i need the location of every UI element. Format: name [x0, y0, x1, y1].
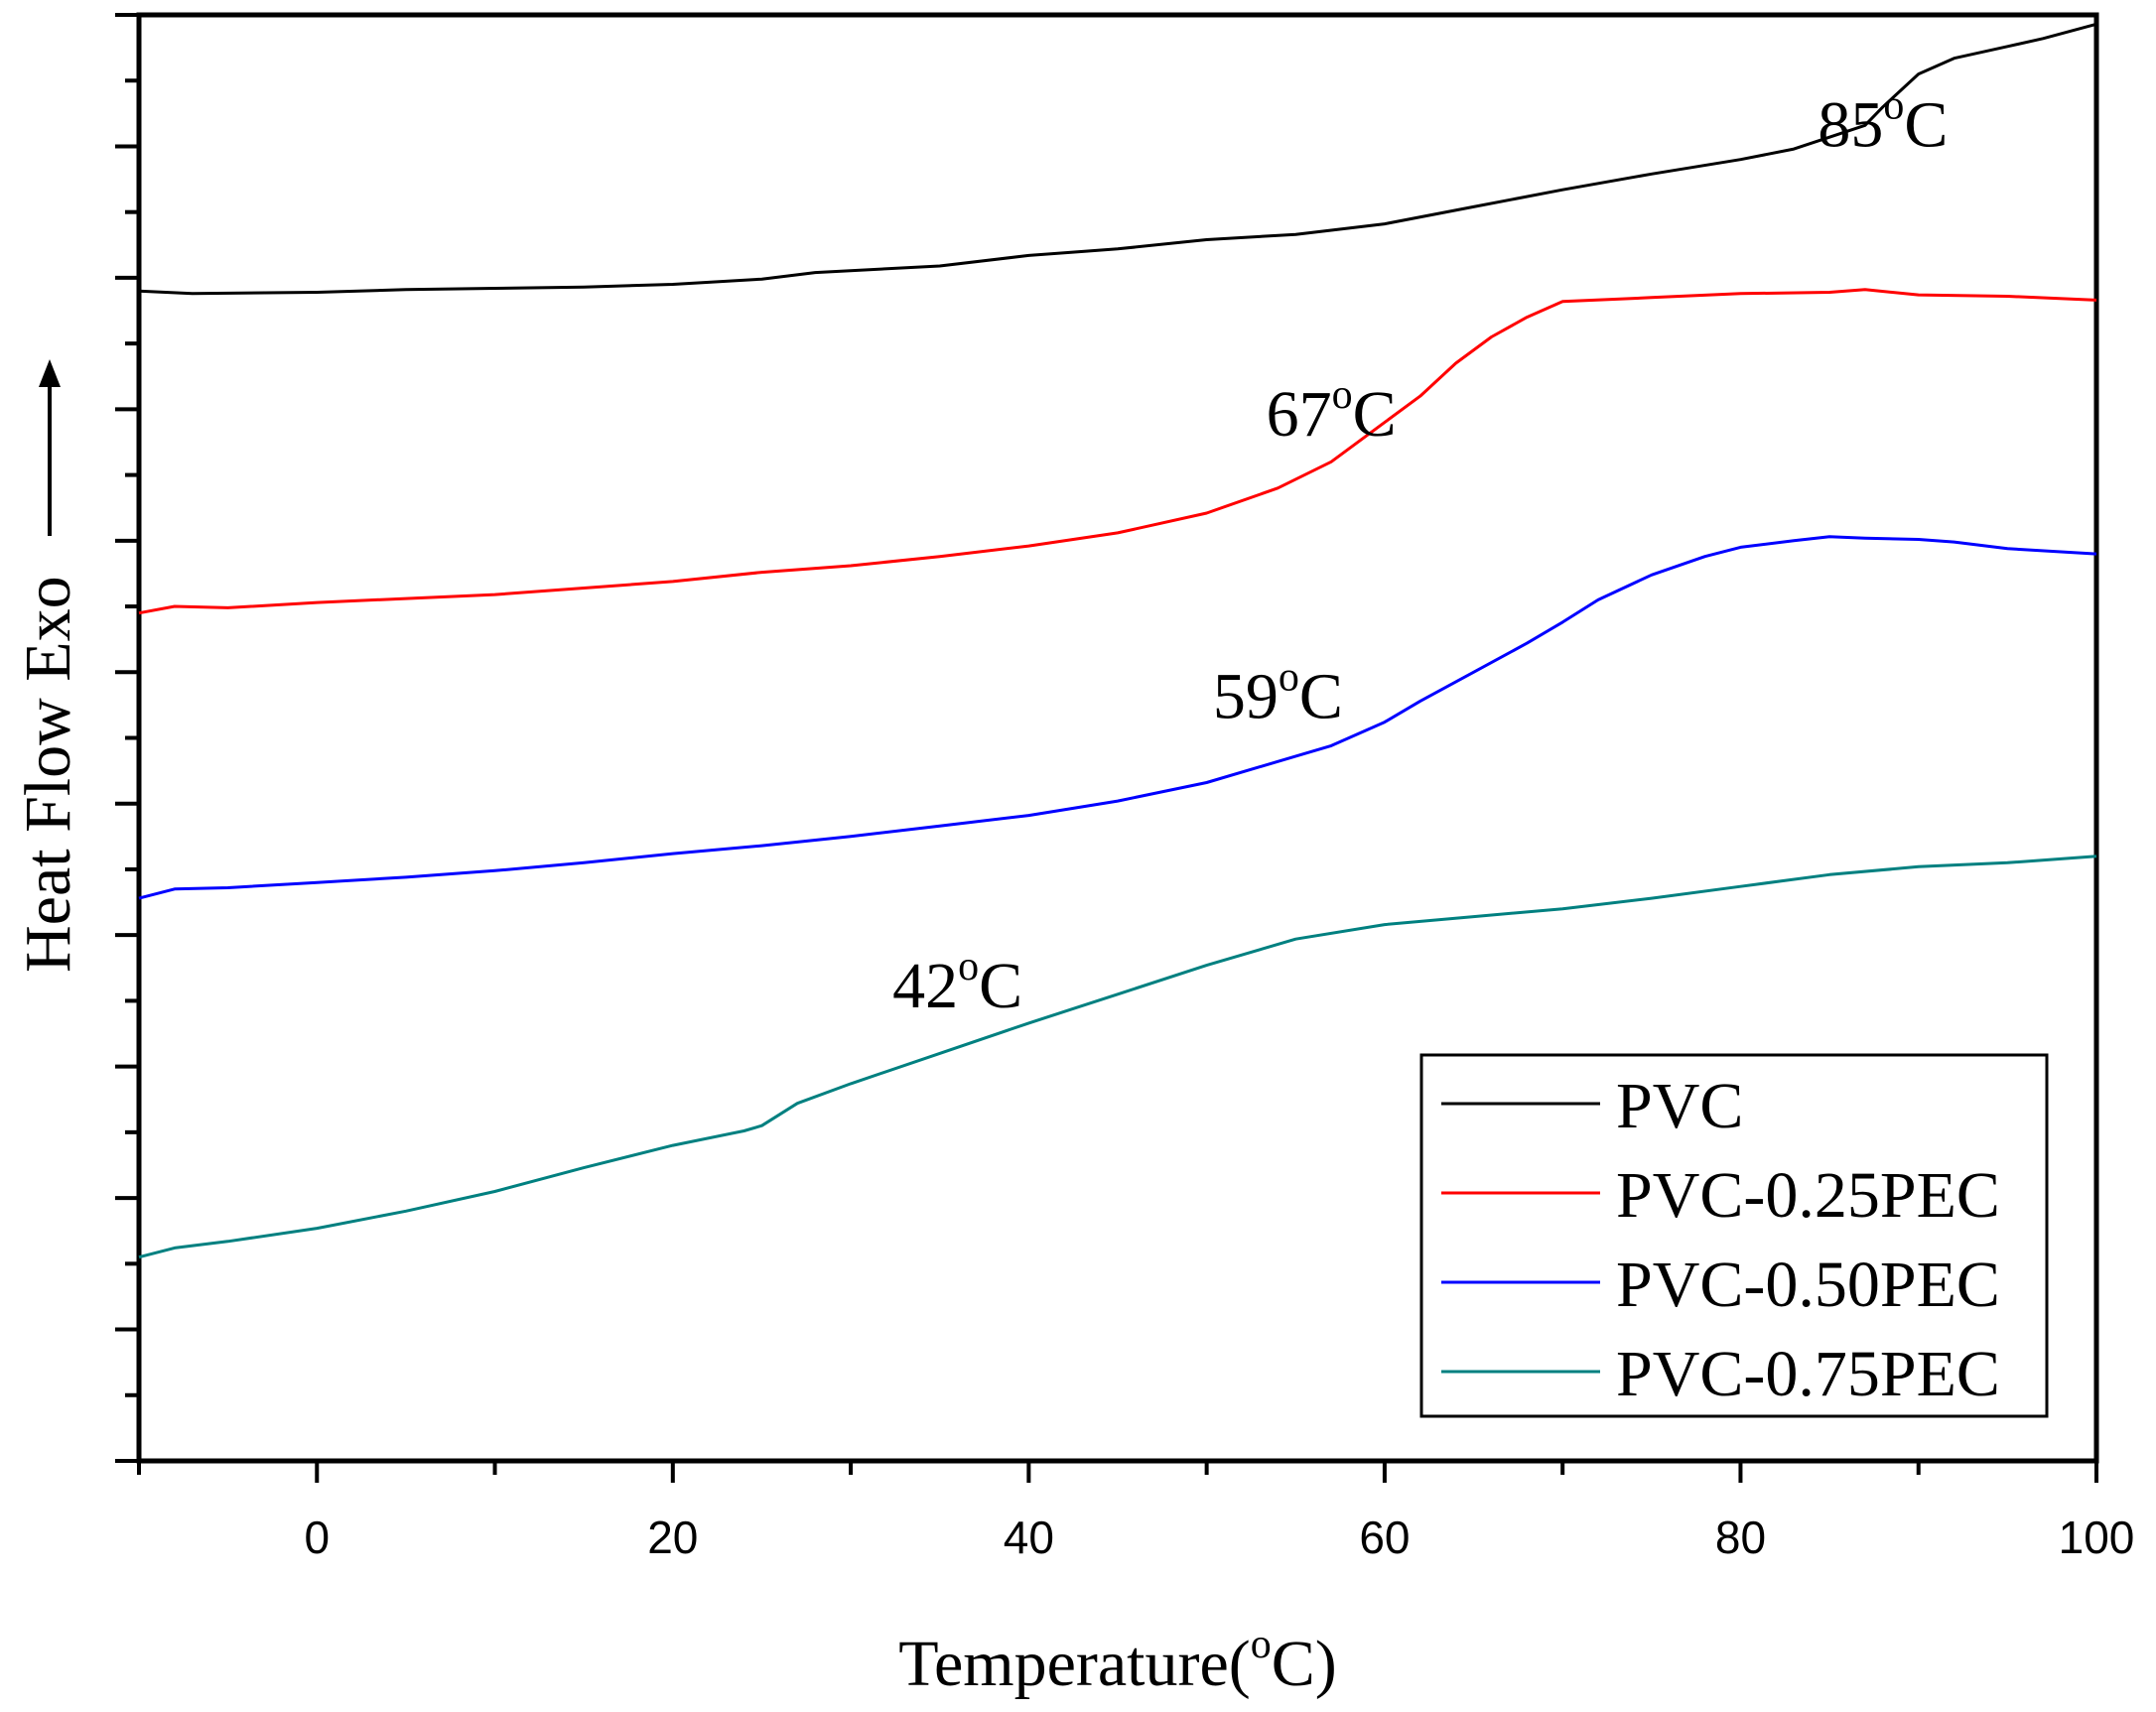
x-tick-label: 0	[304, 1512, 330, 1563]
annotation-label: 59oC	[1213, 655, 1343, 733]
y-axis-ticks	[115, 13, 139, 1463]
x-tick-label: 20	[647, 1512, 698, 1563]
annotation-label: 67oC	[1267, 372, 1397, 451]
x-tick-label: 80	[1715, 1512, 1766, 1563]
arrow-head-icon	[39, 359, 61, 387]
x-axis-title: Temperature(oC)	[898, 1622, 1337, 1700]
series-line-pvc-0-75pec	[138, 855, 2097, 1259]
annotations: 85oC 67oC 59oC 42oC	[892, 82, 1948, 1022]
legend-label-pvc-050pec: PVC-0.50PEC	[1616, 1249, 2000, 1321]
series-line-pvc-0-50pec	[138, 535, 2097, 900]
x-tick-label: 40	[1004, 1512, 1054, 1563]
legend-label-pvc-075pec: PVC-0.75PEC	[1616, 1338, 2000, 1410]
legend-label-pvc-025pec: PVC-0.25PEC	[1616, 1159, 2000, 1232]
legend: PVC PVC-0.25PEC PVC-0.50PEC PVC-0.75PEC	[1419, 1053, 2049, 1418]
x-axis-ticks: 0 20 40 60 80 100	[137, 1461, 2135, 1563]
series-lines	[138, 22, 2097, 1259]
series-line-pvc	[138, 22, 2097, 296]
y-axis-title: Heat Flow Exo	[12, 576, 84, 973]
x-tick-label: 100	[2059, 1512, 2135, 1563]
legend-label-pvc: PVC	[1616, 1070, 1743, 1142]
legend-box	[1419, 1053, 2049, 1418]
y-axis-title-group: Heat Flow Exo	[12, 359, 84, 973]
annotation-label: 42oC	[892, 944, 1022, 1022]
x-tick-label: 60	[1359, 1512, 1410, 1563]
annotation-label: 85oC	[1818, 82, 1948, 161]
series-line-pvc-0-25pec	[138, 288, 2097, 615]
